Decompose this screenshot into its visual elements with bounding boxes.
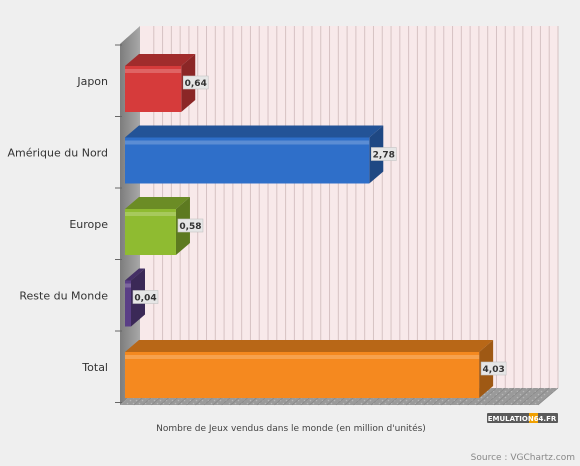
- bar-top-face: [125, 54, 196, 66]
- value-labels: 0,64 2,78 0,58 0,04 4,03: [132, 75, 507, 376]
- bar-top-face: [125, 340, 494, 352]
- value-label-box: [177, 218, 204, 233]
- category-label: Japon: [76, 75, 108, 88]
- bar-top-face: [125, 125, 384, 138]
- bar-front-face: [125, 352, 480, 398]
- floor-grid-line: [511, 387, 532, 406]
- floor-grid-line: [528, 387, 550, 406]
- category-label: Europe: [69, 218, 108, 231]
- bar-front-face: [125, 280, 131, 327]
- bar-1: [125, 125, 384, 184]
- source-note: Source : VGChartz.com: [471, 453, 575, 463]
- bar-top-face: [125, 197, 190, 209]
- x-axis-label: Nombre de Jeux vendus dans le monde (en …: [156, 423, 426, 434]
- category-label: Total: [81, 361, 108, 374]
- value-label-text: 4,03: [483, 365, 505, 375]
- value-label-text: 0,04: [134, 294, 156, 304]
- svg-text:EMULATION64.FR: EMULATION64.FR: [488, 415, 557, 423]
- bar-front-face: [125, 66, 182, 112]
- value-label: 4,03: [480, 361, 507, 376]
- bar-4: [125, 340, 494, 398]
- value-label-box: [480, 361, 507, 376]
- bar-highlight: [125, 212, 176, 216]
- value-label-text: 0,64: [185, 79, 207, 89]
- floor-grid-line: [485, 387, 506, 406]
- value-label: 0,04: [132, 290, 159, 304]
- bars: [125, 54, 494, 398]
- watermark-logo: EMULATION64.FR: [487, 413, 558, 423]
- bar-0: [125, 54, 196, 112]
- bar-highlight: [125, 140, 370, 145]
- bar-highlight: [125, 283, 131, 288]
- floor-grid-line: [520, 387, 541, 406]
- value-label-box: [370, 147, 397, 161]
- bar-highlight: [125, 69, 182, 73]
- value-label: 0,58: [177, 218, 204, 233]
- value-label-box: [132, 290, 159, 304]
- floor-grid-line: [502, 387, 524, 406]
- bar-front-face: [125, 137, 370, 184]
- floor-grid-line: [537, 387, 559, 406]
- value-label: 2,78: [370, 147, 397, 161]
- value-label-box: [182, 75, 209, 90]
- category-label: Reste du Monde: [19, 290, 108, 303]
- value-label-text: 2,78: [373, 151, 395, 161]
- value-label: 0,64: [182, 75, 209, 90]
- category-label: Amérique du Nord: [7, 147, 108, 160]
- bar-2: [125, 197, 190, 255]
- bar-top-face: [125, 268, 145, 281]
- category-labels: Japon Amérique du Nord Europe Reste du Mond…: [7, 75, 108, 374]
- back-wall: [140, 26, 558, 388]
- floor-grid-line: [493, 387, 515, 406]
- floor-grid-line: [476, 387, 497, 406]
- value-label-text: 0,58: [179, 222, 201, 232]
- bar-front-face: [125, 209, 176, 255]
- bar-highlight: [125, 355, 480, 359]
